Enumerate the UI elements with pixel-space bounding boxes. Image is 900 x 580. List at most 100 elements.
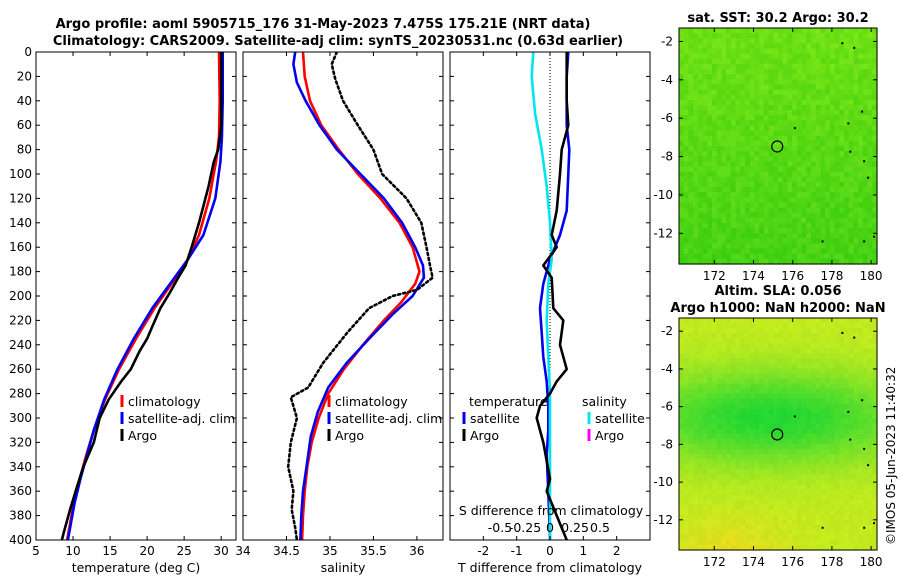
map-cell	[792, 373, 798, 380]
map-cell	[782, 63, 789, 70]
map-cell	[688, 479, 694, 486]
map-cell	[697, 243, 704, 250]
map-cell	[726, 434, 732, 440]
map-cell	[782, 514, 789, 521]
map-cell	[829, 212, 836, 219]
map-cell	[745, 176, 751, 183]
map-cell	[787, 434, 793, 440]
map-cell	[867, 499, 873, 506]
map-cell	[858, 494, 864, 501]
map-cell	[735, 104, 741, 111]
map-cell	[693, 171, 699, 178]
map-cell	[829, 439, 836, 445]
map-cell	[778, 110, 784, 116]
map-cell	[848, 393, 855, 400]
map-cell	[759, 248, 765, 255]
map-cell	[811, 151, 817, 157]
map-cell	[712, 408, 718, 415]
map-cell	[829, 192, 836, 198]
map-cell	[862, 58, 869, 65]
sla-map-title-2: Argo h1000: NaN h2000: NaN	[670, 301, 885, 316]
map-cell	[834, 348, 840, 354]
map-cell	[683, 428, 690, 435]
island-mark	[863, 526, 866, 529]
map-cell	[697, 140, 704, 147]
map-cell	[853, 156, 859, 162]
map-cell	[693, 248, 699, 255]
map-cell	[872, 120, 878, 127]
map-cell	[745, 110, 751, 116]
map-cell	[726, 454, 732, 460]
map-cell	[848, 217, 855, 224]
map-cell	[820, 110, 826, 116]
map-cell	[834, 146, 840, 152]
map-cell	[844, 373, 850, 380]
map-cell	[848, 323, 855, 329]
map-cell	[787, 489, 793, 496]
map-cell	[735, 519, 741, 526]
map-cell	[702, 499, 708, 506]
map-cell	[811, 363, 817, 370]
map-cell	[688, 519, 694, 526]
map-cell	[801, 378, 807, 385]
map-cell	[721, 248, 727, 255]
map-cell	[759, 212, 765, 219]
map-cell	[749, 514, 756, 521]
y-tick-label: -12	[653, 226, 673, 240]
map-cell	[702, 99, 708, 106]
map-cell	[867, 434, 873, 440]
map-cell	[683, 197, 690, 204]
map-cell	[712, 115, 718, 121]
map-cell	[792, 444, 798, 450]
map-cell	[759, 499, 765, 506]
map-cell	[721, 120, 727, 127]
map-cell	[825, 449, 831, 455]
map-cell	[730, 74, 737, 80]
map-cell	[707, 181, 713, 188]
map-cell	[787, 479, 793, 486]
map-cell	[768, 469, 774, 475]
map-cell	[745, 233, 751, 239]
map-cell	[829, 423, 836, 430]
map-cell	[683, 519, 690, 526]
y-tick-label: 120	[9, 191, 32, 205]
map-cell	[787, 494, 793, 501]
map-cell	[683, 228, 690, 234]
map-cell	[679, 338, 685, 344]
map-cell	[712, 348, 718, 354]
map-cell	[716, 348, 723, 354]
map-cell	[806, 328, 812, 334]
map-cell	[740, 79, 746, 86]
map-cell	[697, 156, 704, 162]
map-cell	[759, 434, 765, 440]
map-cell	[707, 428, 713, 435]
map-cell	[754, 459, 760, 465]
map-cell	[773, 459, 779, 465]
map-cell	[735, 418, 741, 425]
map-cell	[730, 104, 737, 111]
map-cell	[707, 110, 713, 116]
map-cell	[702, 403, 708, 410]
map-cell	[792, 403, 798, 410]
map-cell	[806, 222, 812, 229]
map-cell	[872, 358, 878, 364]
map-cell	[839, 343, 845, 349]
map-cell	[773, 53, 779, 60]
map-cell	[773, 439, 779, 445]
map-cell	[867, 524, 873, 531]
map-cell	[679, 43, 685, 50]
map-cell	[683, 434, 690, 440]
map-cell	[778, 348, 784, 354]
map-cell	[796, 146, 803, 152]
x-tick-label: 2	[613, 544, 621, 558]
map-cell	[773, 130, 779, 137]
map-cell	[730, 348, 737, 354]
map-cell	[735, 253, 741, 260]
map-cell	[679, 544, 685, 551]
map-cell	[697, 79, 704, 86]
map-cell	[697, 504, 704, 511]
map-cell	[815, 469, 822, 475]
map-cell	[768, 519, 774, 526]
map-cell	[712, 418, 718, 425]
map-cell	[844, 323, 850, 329]
